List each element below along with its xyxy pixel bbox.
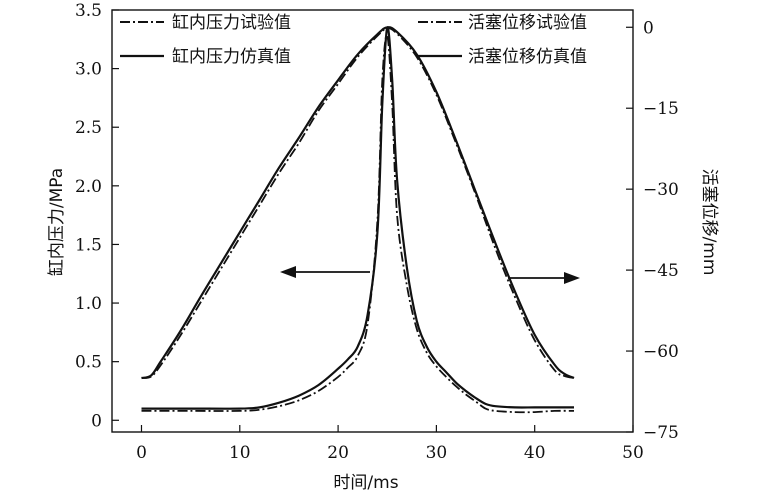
arrow-left-head [280,266,296,278]
legend-label-pressure-test: 缸内压力试验值 [172,12,291,33]
y-right-axis-ticks: 0 −15 −30 −45 −60 −75 [626,18,679,443]
x-tick-label: 10 [229,443,251,463]
displacement-sim-line [141,26,575,380]
x-tick-label: 40 [524,443,546,463]
x-axis-title: 时间/ms [333,473,398,493]
y-left-tick-label: 1.0 [75,294,102,314]
legend-label-displacement-test: 活塞位移试验值 [468,13,587,33]
legend-right: 活塞位移试验值 活塞位移仿真值 [418,13,587,67]
arrow-right-head [564,272,580,284]
x-tick-label: 50 [622,443,644,463]
plot-border [111,9,634,433]
legend-label-displacement-sim: 活塞位移仿真值 [468,47,587,67]
y-left-tick-label: 0.5 [75,353,102,373]
x-tick-label: 30 [426,443,448,463]
displacement-test-line [141,27,575,379]
y-right-tick-label: −30 [643,180,679,200]
y-left-tick-label: 2.0 [75,177,102,197]
y-right-axis-title: 活塞位移/mm [699,169,719,276]
axis-arrows [280,266,580,284]
plot-frame [111,9,634,433]
y-left-tick-label: 0 [91,411,102,431]
legend-label-pressure-sim: 缸内压力仿真值 [172,46,291,67]
y-left-axis-title: 缸内压力/MPa [46,168,67,276]
y-right-tick-label: −60 [643,342,679,362]
x-tick-label: 0 [136,443,147,463]
y-left-tick-label: 1.5 [75,235,102,255]
pressure-sim-line [141,26,574,410]
y-right-tick-label: 0 [643,18,654,38]
legend-left: 缸内压力试验值 缸内压力仿真值 [120,12,291,67]
x-tick-label: 20 [327,443,349,463]
y-right-tick-label: −45 [643,261,679,281]
y-right-tick-label: −15 [643,99,679,119]
y-right-tick-label: −75 [643,423,679,443]
y-left-tick-label: 3.0 [75,60,102,80]
x-axis-ticks: 0 10 20 30 40 50 [136,425,644,463]
y-left-tick-label: 3.5 [75,1,102,21]
y-left-tick-label: 2.5 [75,118,102,138]
y-left-axis-ticks: 0 0.5 1.0 1.5 2.0 2.5 3.0 3.5 [75,1,119,431]
series-layer [141,26,575,414]
